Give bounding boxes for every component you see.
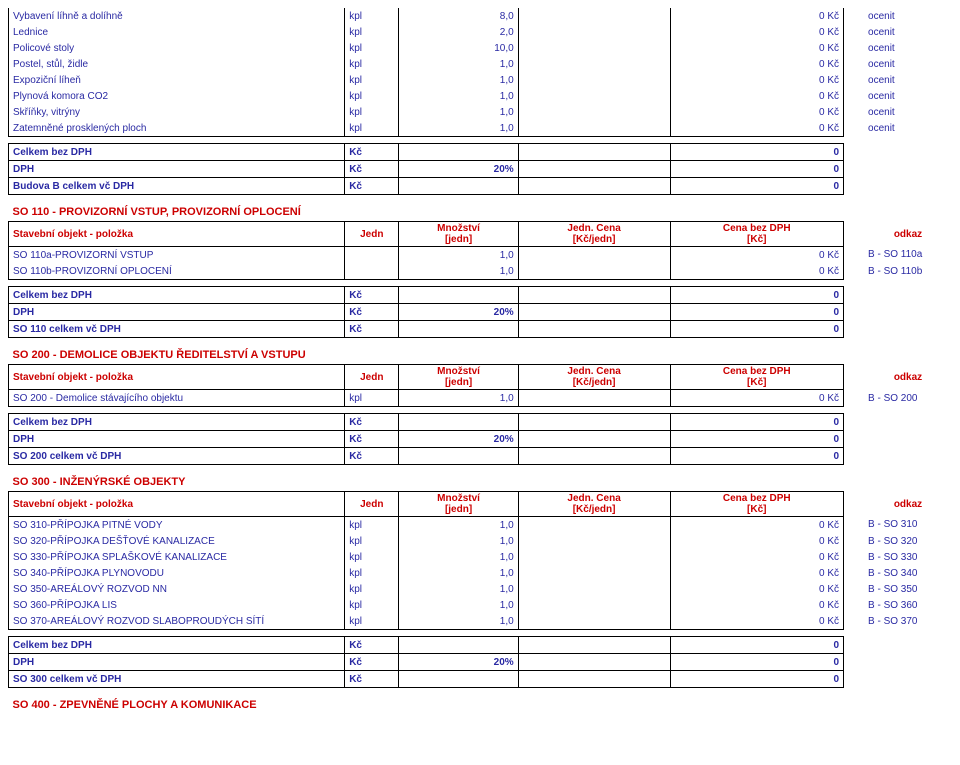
table-row: Lednicekpl2,00 Kčocenit	[9, 24, 953, 40]
summary-row: DPHKč20%0	[9, 304, 953, 321]
table-row: Plynová komora CO2kpl1,00 Kčocenit	[9, 88, 953, 104]
table-row: SO 340-PŘÍPOJKA PLYNOVODUkpl1,00 KčB - S…	[9, 565, 953, 581]
column-headers: Stavební objekt - položkaJednMnožství[je…	[9, 365, 953, 390]
table-row: SO 330-PŘÍPOJKA SPLAŠKOVÉ KANALIZACEkpl1…	[9, 549, 953, 565]
summary-row: DPHKč20%0	[9, 654, 953, 671]
summary-row: Celkem bez DPHKč0	[9, 637, 953, 654]
summary-row: Celkem bez DPHKč0	[9, 414, 953, 431]
table-row: SO 360-PŘÍPOJKA LISkpl1,00 KčB - SO 360	[9, 597, 953, 613]
table-row: Postel, stůl, židlekpl1,00 Kčocenit	[9, 56, 953, 72]
section-title: SO 110 - PROVIZORNÍ VSTUP, PROVIZORNÍ OP…	[9, 195, 953, 222]
summary-row: Budova B celkem vč DPHKč0	[9, 178, 953, 195]
table-row: SO 320-PŘÍPOJKA DEŠŤOVÉ KANALIZACEkpl1,0…	[9, 533, 953, 549]
column-headers: Stavební objekt - položkaJednMnožství[je…	[9, 492, 953, 517]
budget-table: Vybavení líhně a dolíhněkpl8,00 Kčocenit…	[8, 8, 952, 714]
section-title: SO 300 - INŽENÝRSKÉ OBJEKTY	[9, 465, 953, 492]
column-headers: Stavební objekt - položkaJednMnožství[je…	[9, 222, 953, 247]
section-title: SO 400 - ZPEVNĚNÉ PLOCHY A KOMUNIKACE	[9, 688, 953, 715]
table-row: Skříňky, vitrýnykpl1,00 Kčocenit	[9, 104, 953, 120]
summary-row: DPHKč20%0	[9, 431, 953, 448]
summary-row: SO 110 celkem vč DPHKč0	[9, 321, 953, 338]
summary-row: Celkem bez DPHKč0	[9, 287, 953, 304]
table-row: SO 350-AREÁLOVÝ ROZVOD NNkpl1,00 KčB - S…	[9, 581, 953, 597]
table-row: Expoziční líheňkpl1,00 Kčocenit	[9, 72, 953, 88]
summary-row: Celkem bez DPHKč0	[9, 144, 953, 161]
summary-row: SO 300 celkem vč DPHKč0	[9, 671, 953, 688]
table-row: Vybavení líhně a dolíhněkpl8,00 Kčocenit	[9, 8, 953, 24]
summary-row: SO 200 celkem vč DPHKč0	[9, 448, 953, 465]
table-row: SO 110a-PROVIZORNÍ VSTUP1,00 KčB - SO 11…	[9, 247, 953, 264]
table-row: Zatemněné prosklených plochkpl1,00 Kčoce…	[9, 120, 953, 137]
table-row: SO 110b-PROVIZORNÍ OPLOCENÍ1,00 KčB - SO…	[9, 263, 953, 280]
table-row: SO 310-PŘÍPOJKA PITNÉ VODYkpl1,00 KčB - …	[9, 517, 953, 534]
summary-row: DPHKč20%0	[9, 161, 953, 178]
section-title: SO 200 - DEMOLICE OBJEKTU ŘEDITELSTVÍ A …	[9, 338, 953, 365]
table-row: SO 200 - Demolice stávajícího objektukpl…	[9, 390, 953, 407]
table-row: Policové stolykpl10,00 Kčocenit	[9, 40, 953, 56]
table-row: SO 370-AREÁLOVÝ ROZVOD SLABOPROUDÝCH SÍT…	[9, 613, 953, 630]
